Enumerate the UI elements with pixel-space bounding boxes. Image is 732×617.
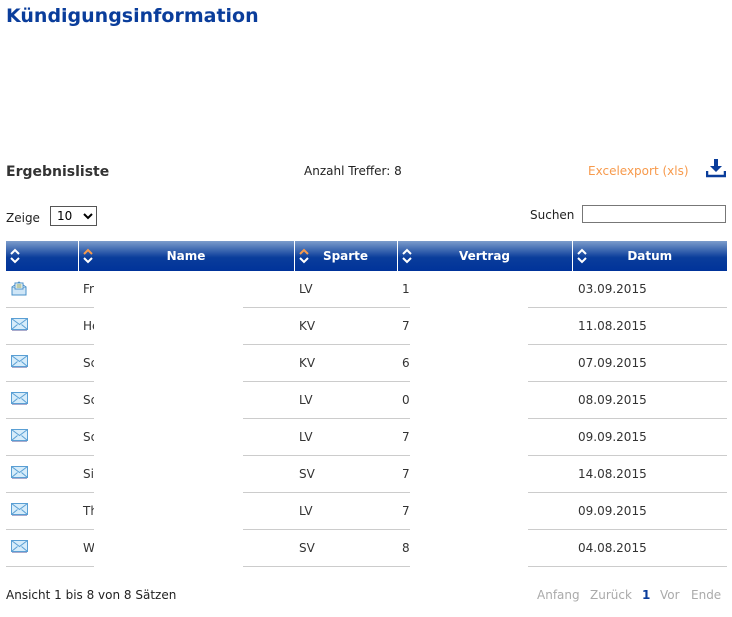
cell-sparte: SV	[294, 529, 397, 567]
column-header-datum[interactable]: Datum	[572, 241, 727, 271]
column-header-name[interactable]: Name	[78, 241, 295, 271]
cell-sparte: LV	[294, 418, 397, 456]
redaction	[410, 272, 528, 568]
results-title: Ergebnisliste	[6, 164, 110, 180]
envelope-icon[interactable]	[11, 392, 28, 405]
download-icon[interactable]	[706, 158, 726, 178]
cell-datum: 14.08.2015	[572, 455, 727, 493]
sort-icon[interactable]	[82, 248, 93, 264]
cell-sparte: KV	[294, 344, 397, 382]
column-header-icon[interactable]	[6, 241, 79, 271]
pager-next[interactable]: Vor	[660, 588, 680, 602]
pager-prev[interactable]: Zurück	[590, 588, 632, 602]
pager-current[interactable]: 1	[642, 588, 651, 602]
envelope-icon[interactable]	[11, 503, 28, 516]
cell-sparte: KV	[294, 307, 397, 345]
column-label: Vertrag	[458, 249, 511, 263]
column-label: Sparte	[322, 249, 369, 263]
page-title: Kündigungsinformation	[6, 5, 259, 27]
column-header-vertrag[interactable]: Vertrag	[397, 241, 573, 271]
cell-datum: 11.08.2015	[572, 307, 727, 345]
open-envelope-icon[interactable]	[11, 280, 27, 296]
column-label: Datum	[627, 249, 673, 263]
cell-datum: 09.09.2015	[572, 418, 727, 456]
envelope-icon[interactable]	[11, 540, 28, 553]
cell-datum: 07.09.2015	[572, 344, 727, 382]
cell-sparte: LV	[294, 271, 397, 308]
result-summary: Ansicht 1 bis 8 von 8 Sätzen	[6, 588, 177, 602]
pager-last[interactable]: Ende	[691, 588, 722, 602]
cell-sparte: SV	[294, 455, 397, 493]
sort-icon[interactable]	[401, 248, 412, 264]
envelope-icon[interactable]	[11, 318, 28, 331]
sort-icon[interactable]	[10, 248, 20, 264]
hit-count: Anzahl Treffer: 8	[304, 164, 402, 178]
search-label: Suchen	[530, 208, 575, 222]
sort-icon[interactable]	[298, 248, 309, 264]
envelope-icon[interactable]	[11, 429, 28, 442]
redaction	[94, 272, 243, 568]
page-size-select[interactable]: 10	[50, 206, 97, 226]
cell-datum: 03.09.2015	[572, 271, 727, 308]
envelope-icon[interactable]	[11, 355, 28, 368]
pager-first[interactable]: Anfang	[537, 588, 580, 602]
cell-datum: 09.09.2015	[572, 492, 727, 530]
page-size-label: Zeige	[6, 211, 40, 225]
column-header-sparte[interactable]: Sparte	[294, 241, 398, 271]
cell-datum: 04.08.2015	[572, 529, 727, 567]
envelope-icon[interactable]	[11, 466, 28, 479]
cell-sparte: LV	[294, 381, 397, 419]
cell-sparte: LV	[294, 492, 397, 530]
column-label: Name	[166, 249, 206, 263]
excel-export-link[interactable]: Excelexport (xls)	[588, 164, 689, 178]
sort-icon[interactable]	[576, 248, 587, 264]
search-input[interactable]	[582, 205, 726, 223]
cell-datum: 08.09.2015	[572, 381, 727, 419]
